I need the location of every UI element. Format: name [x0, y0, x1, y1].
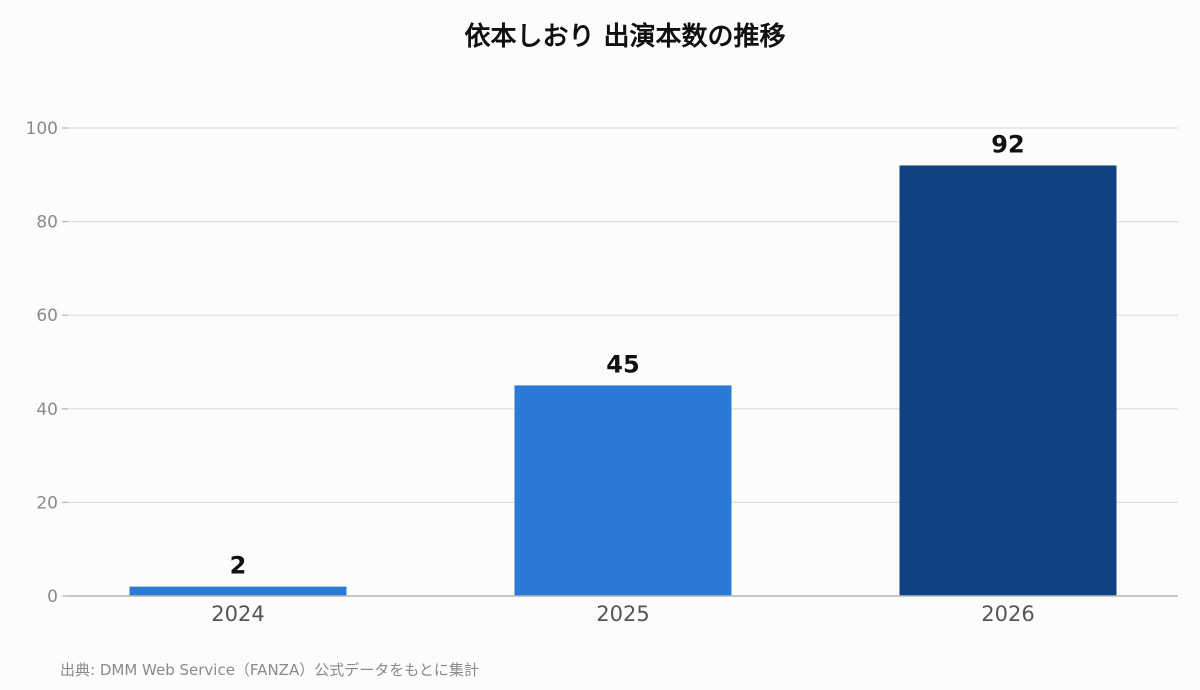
- value-label-2025: 45: [606, 350, 639, 378]
- chart-title: 依本しおり 出演本数の推移: [464, 21, 785, 52]
- x-tick-label-2024: 2024: [211, 602, 264, 626]
- y-tick-label-100: 100: [26, 119, 58, 139]
- value-label-2024: 2: [230, 552, 247, 580]
- bar-2026: [899, 165, 1117, 596]
- bar-2025: [514, 385, 732, 596]
- source-note: 出典: DMM Web Service（FANZA）公式データをもとに集計: [60, 661, 479, 679]
- y-tick-label-0: 0: [47, 587, 58, 607]
- y-tick-label-40: 40: [36, 400, 58, 420]
- value-labels: 2 45 92: [230, 130, 1025, 579]
- y-tick-label-80: 80: [36, 213, 58, 233]
- bars: [129, 165, 1117, 596]
- y-tick-label-60: 60: [36, 306, 58, 326]
- y-tick-label-20: 20: [36, 493, 58, 513]
- x-tick-label-2026: 2026: [981, 602, 1034, 626]
- bar-2024: [129, 586, 347, 596]
- x-tick-label-2025: 2025: [596, 602, 649, 626]
- value-label-2026: 92: [991, 130, 1024, 158]
- y-axis-ticks: 0 20 40 60 80 100: [26, 119, 68, 607]
- x-axis-ticks: 2024 2025 2026: [211, 602, 1034, 626]
